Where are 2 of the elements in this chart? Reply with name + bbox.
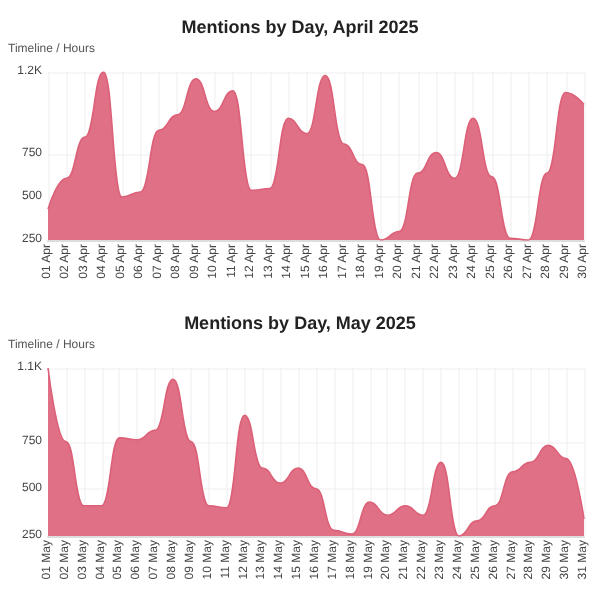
chart-title: Mentions by Day, April 2025 (181, 17, 419, 37)
chart-title: Mentions by Day, May 2025 (184, 313, 416, 333)
